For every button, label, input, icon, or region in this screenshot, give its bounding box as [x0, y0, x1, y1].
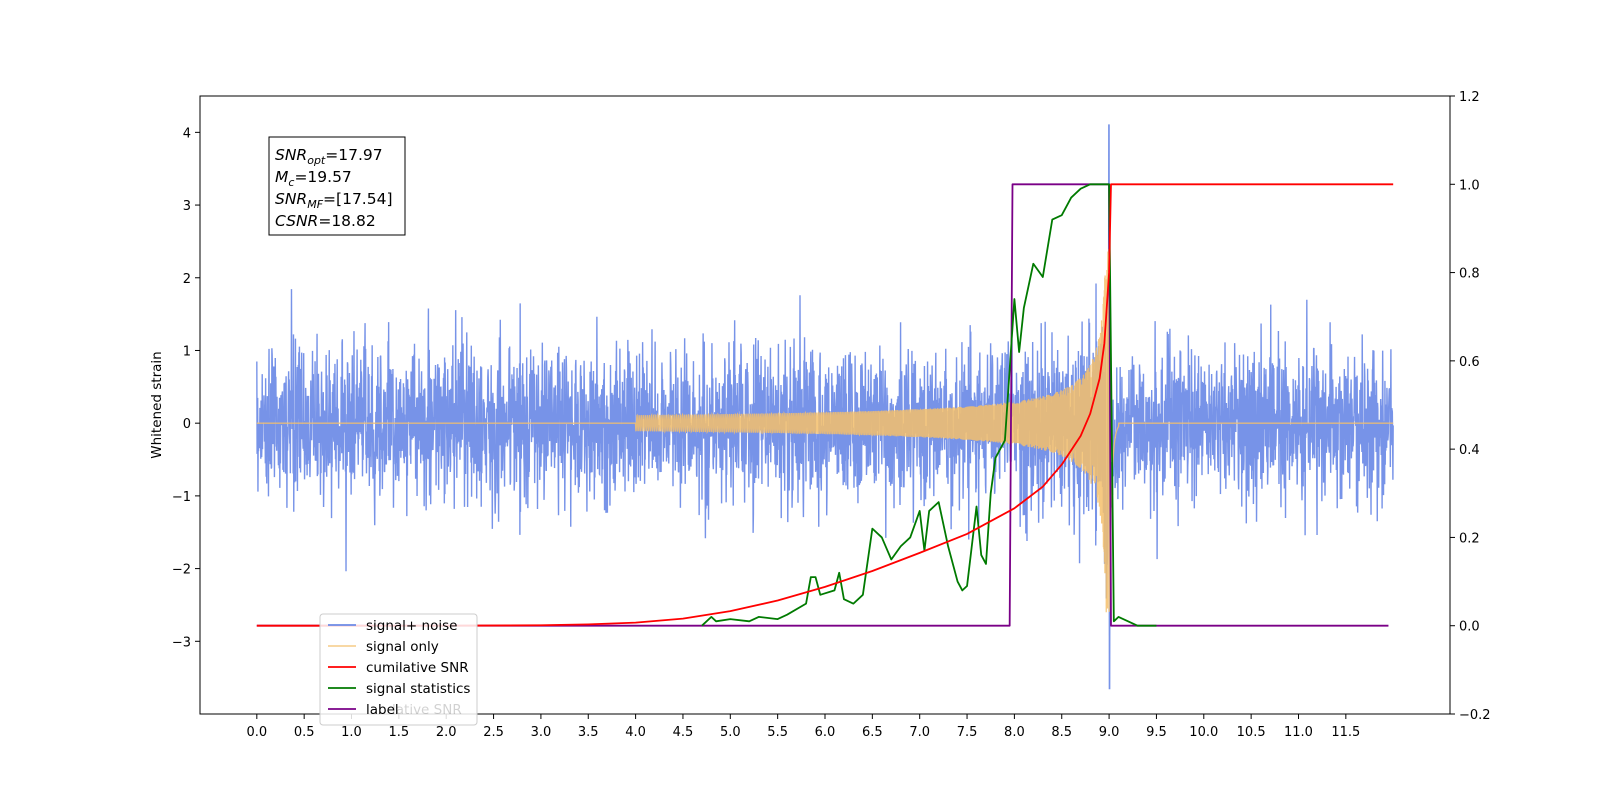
info-symbol: SNR [275, 190, 307, 208]
signal-only-line [256, 248, 1394, 613]
x-tick-label: 10.0 [1189, 725, 1218, 740]
x-tick-label: 4.0 [625, 725, 646, 740]
info-csnr: CSNR=18.82 [275, 212, 376, 230]
x-tick-label: 7.0 [909, 725, 930, 740]
y-tick-label: 3 [183, 199, 191, 214]
y-tick-label: −1 [172, 490, 191, 505]
y2-tick-label: 0.6 [1459, 355, 1480, 370]
x-tick-label: 3.5 [578, 725, 599, 740]
x-tick-label: 11.5 [1331, 725, 1360, 740]
y-tick-label: 2 [183, 272, 191, 287]
x-tick-label: 10.5 [1237, 725, 1266, 740]
x-tick-label: 6.0 [815, 725, 836, 740]
x-tick-label: 5.5 [767, 725, 788, 740]
y-tick-label: −2 [172, 563, 191, 578]
info-box: SNRopt=17.97Mc=19.57SNRMF=[17.54]CSNR=18… [268, 136, 406, 236]
x-tick-label: 2.5 [483, 725, 504, 740]
cumulative-snr-line [256, 183, 1394, 627]
label-line [256, 183, 1389, 627]
y-tick-label: −3 [172, 635, 191, 650]
x-tick-label: 0.0 [246, 725, 267, 740]
legend-label-noise: signal+ noise [366, 618, 457, 634]
legend-ghost-label: lative SNR [392, 702, 462, 718]
x-tick-label: 5.0 [720, 725, 741, 740]
y-tick-label: 1 [183, 344, 191, 359]
x-tick-label: 7.5 [957, 725, 978, 740]
info-symbol: M [275, 168, 288, 186]
info-value: =[17.54] [323, 190, 392, 208]
x-tick-label: 9.5 [1146, 725, 1167, 740]
legend-label-statistics: signal statistics [366, 681, 470, 697]
legend-frame [319, 613, 478, 726]
signal-statistics-line [701, 183, 1157, 627]
y-axis-left: −3 −2 −1 0 1 2 3 4 [172, 126, 200, 650]
y2-tick-label: 1.0 [1459, 178, 1480, 193]
info-value: =17.97 [325, 146, 382, 164]
x-tick-label: 9.0 [1099, 725, 1120, 740]
signal-plus-noise-series [256, 124, 1394, 690]
info-snr-opt: SNRopt=17.97 [275, 146, 383, 167]
info-subscript: c [288, 176, 294, 189]
info-value: =19.57 [294, 168, 351, 186]
info-box-frame [268, 136, 406, 236]
legend-label-signal: signal only [366, 639, 439, 655]
info-symbol: CSNR [275, 212, 318, 230]
info-subscript: opt [307, 154, 326, 167]
legend-label-label: label [366, 702, 399, 718]
info-symbol: SNR [275, 146, 307, 164]
y-axis-right: −0.2 0.0 0.2 0.4 0.6 0.8 1.0 1.2 [1450, 90, 1491, 723]
y2-tick-label: 0.8 [1459, 267, 1480, 282]
x-tick-label: 0.5 [294, 725, 315, 740]
signal-plus-noise-line [256, 124, 1394, 690]
x-tick-label: 3.0 [531, 725, 552, 740]
x-tick-label: 8.0 [1004, 725, 1025, 740]
x-tick-label: 1.5 [389, 725, 410, 740]
info-subscript: MF [307, 198, 323, 211]
y2-tick-label: −0.2 [1459, 708, 1491, 723]
signal-only-series [256, 248, 1394, 613]
info-value: =18.82 [318, 212, 375, 230]
legend-label-cumulative: cumilative SNR [366, 660, 469, 676]
right-axis-series [256, 183, 1394, 627]
x-tick-label: 4.5 [673, 725, 694, 740]
y-tick-label: 4 [183, 126, 191, 141]
y2-tick-label: 0.0 [1459, 620, 1480, 635]
y2-tick-label: 0.2 [1459, 531, 1480, 546]
y-axis-label: Whitened strain [149, 351, 165, 458]
y2-tick-label: 0.4 [1459, 443, 1480, 458]
info-mc: Mc=19.57 [275, 168, 352, 189]
x-tick-label: 8.5 [1051, 725, 1072, 740]
x-axis: 0.0 0.5 1.0 1.5 2.0 2.5 3.0 3.5 4.0 4.5 5.0 5.5 6.0 6… [246, 714, 1360, 740]
x-tick-label: 6.5 [862, 725, 883, 740]
info-snr-mf: SNRMF=[17.54] [275, 190, 393, 211]
y-tick-label: 0 [183, 417, 191, 432]
x-tick-label: 11.0 [1284, 725, 1313, 740]
x-tick-label: 1.0 [341, 725, 362, 740]
x-tick-label: 2.0 [436, 725, 457, 740]
y2-tick-label: 1.2 [1459, 90, 1480, 105]
legend: signal+ noise signal only cumilative SNR si… [319, 613, 478, 726]
